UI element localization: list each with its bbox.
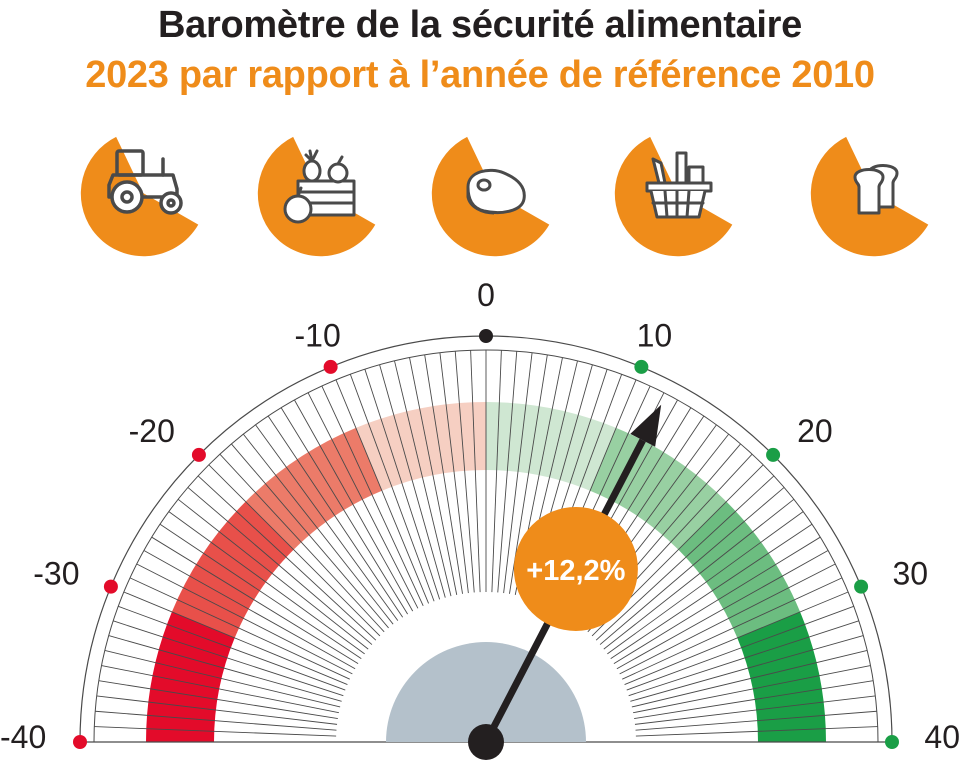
gauge-tick-line [631, 650, 868, 708]
gauge-tick-line [118, 605, 346, 691]
gauge-tick-line [626, 605, 854, 691]
gauge-tick-line [95, 710, 337, 731]
gauge-tick-label: 20 [797, 413, 833, 449]
gauge-tick-label: -40 [0, 719, 46, 755]
gauge-marker-dot [885, 735, 899, 749]
gauge-value-label: +12,2% [526, 555, 625, 587]
gauge-tick-line [364, 369, 441, 600]
gauge-tick-label: 30 [893, 556, 929, 592]
tractor-icon [80, 136, 199, 257]
gauge-tick-line [394, 360, 452, 597]
gauge-tick-line [633, 665, 871, 714]
gauge-tick-label: -30 [33, 556, 79, 592]
gauge-tick-line [335, 379, 430, 604]
gauge-marker-dot [73, 735, 87, 749]
gauge-tick-line [280, 407, 409, 615]
gauge-tick-line [255, 424, 399, 621]
gauge-tick-line [424, 354, 463, 594]
gauge-tick-line [634, 680, 874, 719]
gauge-tick-line [610, 523, 813, 660]
gauge-tick-line [439, 352, 469, 594]
fruit-vegetable-crate-icon [257, 136, 376, 257]
gauge-tick-line [101, 665, 339, 714]
gauge-tick-line [108, 635, 342, 702]
gauge-tick-label: -10 [294, 317, 340, 353]
gauge-tick-line [197, 475, 377, 641]
gauge-tick-line [349, 374, 435, 602]
gauge-tick-line [635, 726, 878, 737]
gauge-tick-line [151, 536, 359, 665]
gauge-tick-line [267, 415, 404, 618]
gauge-tick-line [607, 511, 804, 655]
gauge-tick-line [634, 695, 876, 725]
gauge-tick-line [187, 487, 373, 645]
gauge-tick-line [143, 550, 356, 670]
gauge-marker-dot [634, 359, 649, 374]
gauge-tick-line [595, 475, 775, 641]
gauge-tick-line [635, 710, 877, 731]
gauge-value-bubble [513, 506, 638, 631]
gauge-tick-line [470, 350, 481, 593]
gauge-tick-line [624, 591, 849, 686]
gauge-marker-dot [766, 447, 781, 462]
gauge-tick-line [129, 577, 350, 680]
bread-icon [810, 136, 929, 257]
gauge-tick-line [497, 351, 518, 593]
gauge-tick-line [208, 464, 381, 637]
gauge-tick-line [616, 550, 829, 670]
gauge-tick-line [599, 487, 785, 645]
gauge-marker-dot [191, 447, 206, 462]
gauge-tick-line [113, 620, 344, 697]
gauge-tick-line [603, 498, 795, 650]
gauge-tick-line [379, 364, 446, 598]
meat-steak-icon [431, 136, 550, 257]
gauge-tick-line [98, 680, 338, 719]
gauge-hub [386, 642, 586, 742]
chart-title: Baromètre de la sécurité alimentaire [158, 4, 802, 46]
gauge-tick-line [94, 726, 337, 737]
gauge-tick-line [168, 511, 365, 655]
gauge-tick-label: -20 [129, 413, 175, 449]
gauge-tick-line [503, 352, 533, 594]
gauge-marker-dot [854, 579, 869, 594]
gauge-tick-line [96, 695, 338, 725]
gauge-tick-line [628, 620, 859, 697]
gauge-tick-line [307, 392, 419, 609]
gauge-tick-line [159, 523, 362, 660]
gauge-tick-label: 10 [637, 317, 673, 353]
gauge-tick-line [136, 563, 353, 675]
gauge-marker-dot [323, 359, 338, 374]
gauge-tick-label: 40 [924, 719, 960, 755]
gauge-tick-line [321, 385, 424, 606]
chart-subtitle: 2023 par rapport à l’année de référence … [85, 54, 875, 96]
gauge-tick-line [219, 453, 385, 633]
gauge-tick-line [177, 498, 369, 650]
gauge-tick-line [294, 399, 414, 612]
gauge-tick-line [622, 577, 843, 680]
gauge-marker-dot [479, 329, 493, 343]
gauge-needle-pivot [468, 724, 504, 760]
gauge-tick-label: 0 [477, 277, 495, 313]
gauge-needle-arrowhead [630, 404, 662, 447]
gauge-tick-line [491, 350, 502, 593]
gauge-tick-line [409, 357, 458, 595]
gauge-tick-line [630, 635, 864, 702]
gauge-tick-line [613, 536, 821, 665]
gauge-tick-line [619, 563, 836, 675]
gauge-tick-line [454, 351, 475, 593]
grocery-basket-icon [614, 136, 733, 257]
gauge-marker-dot [103, 579, 118, 594]
gauge-tick-line [242, 433, 394, 625]
gauge-tick-line [123, 591, 348, 686]
gauge-tick-line [104, 650, 341, 708]
gauge-tick-line [231, 443, 389, 629]
